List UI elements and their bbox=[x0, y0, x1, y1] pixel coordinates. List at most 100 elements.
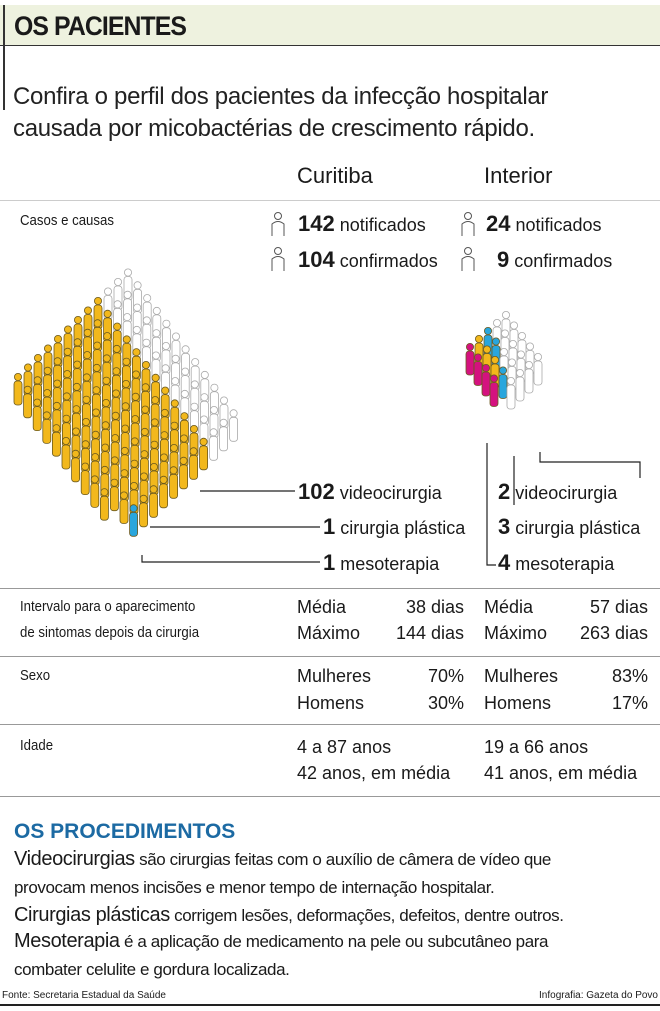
interior-men-value: 17% bbox=[611, 693, 648, 713]
person-figure-interior bbox=[473, 353, 483, 386]
person-figure-curitiba bbox=[219, 418, 229, 452]
procedure-plastica: Cirurgias plásticas corrigem lesões, def… bbox=[14, 904, 564, 927]
person-figure-curitiba bbox=[169, 466, 179, 499]
label: confirmados bbox=[339, 251, 438, 271]
interior-avg-label: Média bbox=[484, 597, 534, 617]
term: Cirurgias plásticas bbox=[14, 904, 170, 926]
person-icon bbox=[271, 212, 285, 236]
person-figure-curitiba bbox=[71, 449, 80, 483]
interior-age-range: 19 a 66 anos bbox=[484, 737, 589, 757]
people-figures-diagram bbox=[13, 212, 641, 566]
person-figure-curitiba bbox=[229, 409, 239, 442]
person-figure-interior bbox=[515, 368, 525, 402]
divider bbox=[0, 796, 660, 797]
curitiba-cause-videocirurgia: 102 videocirurgia bbox=[298, 479, 442, 505]
curitiba-notified: 142 notificados bbox=[298, 211, 426, 237]
person-icon bbox=[461, 212, 475, 236]
header-accent-bar bbox=[3, 5, 5, 110]
value: 3 bbox=[498, 514, 511, 539]
person-figure-curitiba bbox=[179, 456, 189, 490]
value: 102 bbox=[298, 479, 335, 504]
value: 1 bbox=[323, 550, 336, 575]
person-figure-interior bbox=[498, 366, 508, 399]
procedure-mesoterapia: Mesoterapia é a aplicação de medicamento… bbox=[14, 930, 548, 953]
interior-age-avg: 41 anos, em média bbox=[484, 763, 638, 783]
page-title: OS PACIENTES bbox=[14, 11, 187, 41]
interior-max-label: Máximo bbox=[484, 623, 548, 643]
person-figure-curitiba bbox=[52, 424, 61, 457]
curitiba-men-value: 30% bbox=[427, 693, 464, 713]
footer-rule bbox=[0, 1004, 660, 1006]
column-header-curitiba: Curitiba bbox=[297, 163, 373, 188]
person-figure-curitiba bbox=[119, 491, 129, 524]
age-label: Idade bbox=[20, 737, 54, 754]
column-header-interior: Interior bbox=[484, 163, 553, 188]
person-figure-curitiba bbox=[199, 437, 209, 471]
person-figure-curitiba bbox=[23, 385, 33, 419]
label: confirmados bbox=[514, 251, 613, 271]
interval-label-line2: de sintomas depois da cirurgia bbox=[20, 624, 200, 641]
interior-notified: 24 notificados bbox=[486, 211, 602, 237]
value: 1 bbox=[323, 514, 336, 539]
curitiba-women-label: Mulheres bbox=[297, 666, 372, 686]
interior-confirmed: 9 confirmados bbox=[497, 247, 612, 273]
term: Mesoterapia bbox=[14, 930, 120, 952]
person-figure-interior bbox=[481, 363, 491, 397]
person-figure-curitiba bbox=[129, 504, 139, 537]
curitiba-max-label: Máximo bbox=[297, 623, 361, 643]
person-figure-interior bbox=[465, 342, 475, 376]
source: Fonte: Secretaria Estadual da Saúde bbox=[2, 990, 166, 1001]
definition: são cirurgias feitas com o auxílio de câ… bbox=[139, 850, 551, 869]
curitiba-cause-mesoterapia: 1 mesoterapia bbox=[323, 550, 439, 576]
person-figure-interior bbox=[506, 376, 516, 410]
curitiba-max-value: 144 dias bbox=[395, 623, 464, 643]
value: 24 bbox=[486, 211, 511, 236]
leader-line-interior-video bbox=[539, 452, 641, 478]
procedure-videocirurgia-cont: provocam menos incisões e menor tempo de… bbox=[14, 878, 495, 897]
divider bbox=[0, 656, 660, 657]
person-figure-curitiba bbox=[32, 398, 42, 432]
subtitle-line1: Confira o perfil dos pacientes da infecç… bbox=[13, 83, 549, 110]
label: notificados bbox=[339, 215, 426, 235]
person-figure-curitiba bbox=[110, 478, 119, 512]
divider bbox=[0, 588, 660, 589]
value: 142 bbox=[298, 211, 335, 236]
interior-cause-plastica: 3 cirurgia plástica bbox=[498, 514, 640, 540]
cases-label: Casos e causas bbox=[20, 212, 114, 229]
leader-line-interior-meso bbox=[486, 443, 496, 566]
value: 4 bbox=[498, 550, 511, 575]
interior-max-value: 263 dias bbox=[579, 623, 648, 643]
person-figure-curitiba bbox=[100, 488, 109, 521]
definition: corrigem lesões, deformações, defeitos, … bbox=[174, 906, 564, 925]
label: notificados bbox=[515, 215, 602, 235]
header-band bbox=[0, 5, 660, 46]
label: mesoterapia bbox=[515, 554, 615, 574]
value: 2 bbox=[498, 479, 511, 504]
person-figure-curitiba bbox=[90, 475, 100, 508]
person-figure-curitiba bbox=[209, 428, 219, 461]
person-figure-curitiba bbox=[149, 485, 159, 518]
label: mesoterapia bbox=[340, 554, 440, 574]
divider bbox=[0, 200, 660, 201]
term: Videocirurgias bbox=[14, 848, 135, 870]
label: cirurgia plástica bbox=[340, 518, 466, 538]
procedures-title: OS PROCEDIMENTOS bbox=[14, 820, 236, 843]
sex-label: Sexo bbox=[20, 667, 51, 684]
person-figure-curitiba bbox=[189, 447, 199, 480]
subtitle-line2: causada por micobactérias de crescimento… bbox=[13, 115, 535, 142]
curitiba-women-value: 70% bbox=[427, 666, 464, 686]
curitiba-avg-label: Média bbox=[297, 597, 347, 617]
label: cirurgia plástica bbox=[515, 518, 641, 538]
person-figure-interior bbox=[524, 360, 534, 394]
person-figure-curitiba bbox=[13, 372, 23, 406]
curitiba-age-avg: 42 anos, em média bbox=[297, 763, 451, 783]
person-icon bbox=[271, 247, 285, 271]
curitiba-age-range: 4 a 87 anos bbox=[297, 737, 392, 757]
curitiba-men-label: Homens bbox=[297, 693, 365, 713]
person-figure-curitiba bbox=[42, 411, 52, 444]
procedure-videocirurgia: Videocirurgias são cirurgias feitas com … bbox=[14, 848, 551, 871]
person-figure-interior bbox=[533, 352, 543, 386]
person-figure-curitiba bbox=[61, 436, 71, 470]
interior-avg-value: 57 dias bbox=[589, 597, 648, 617]
